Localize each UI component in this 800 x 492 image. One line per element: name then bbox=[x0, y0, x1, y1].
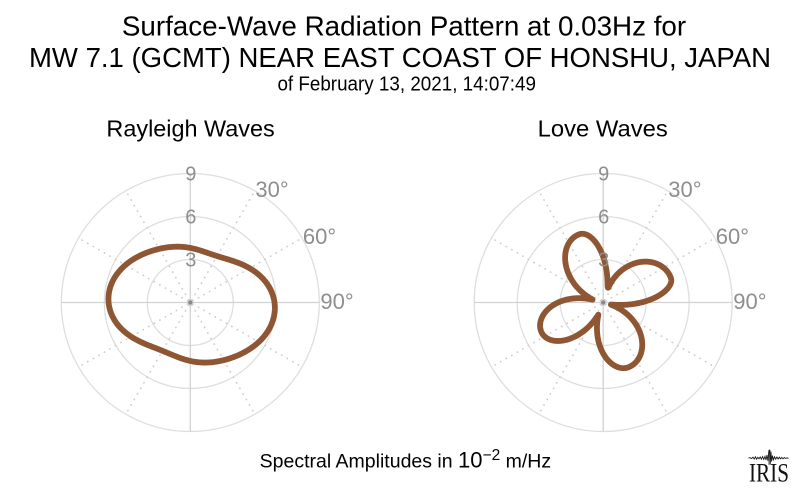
svg-text:90°: 90° bbox=[320, 289, 353, 314]
svg-text:30°: 30° bbox=[668, 177, 701, 202]
svg-text:60°: 60° bbox=[303, 224, 336, 249]
svg-text:IRIS: IRIS bbox=[749, 457, 789, 487]
svg-text:60°: 60° bbox=[716, 224, 749, 249]
svg-text:3: 3 bbox=[185, 249, 196, 271]
svg-text:MW 7.1 (GCMT) NEAR EAST COAST: MW 7.1 (GCMT) NEAR EAST COAST OF HONSHU,… bbox=[29, 42, 771, 73]
svg-text:Rayleigh Waves: Rayleigh Waves bbox=[106, 115, 274, 141]
svg-text:6: 6 bbox=[598, 206, 609, 228]
svg-text:Love Waves: Love Waves bbox=[538, 115, 668, 141]
svg-text:9: 9 bbox=[598, 163, 609, 185]
svg-text:of February 13, 2021, 14:07:49: of February 13, 2021, 14:07:49 bbox=[277, 73, 536, 96]
svg-text:6: 6 bbox=[185, 206, 196, 228]
svg-text:Spectral Amplitudes in 10−2 m/: Spectral Amplitudes in 10−2 m/Hz bbox=[260, 447, 551, 472]
svg-text:3: 3 bbox=[598, 249, 609, 271]
svg-text:Surface-Wave Radiation Pattern: Surface-Wave Radiation Pattern at 0.03Hz… bbox=[122, 10, 686, 41]
svg-text:30°: 30° bbox=[255, 177, 288, 202]
svg-text:90°: 90° bbox=[733, 289, 766, 314]
svg-text:9: 9 bbox=[185, 163, 196, 185]
